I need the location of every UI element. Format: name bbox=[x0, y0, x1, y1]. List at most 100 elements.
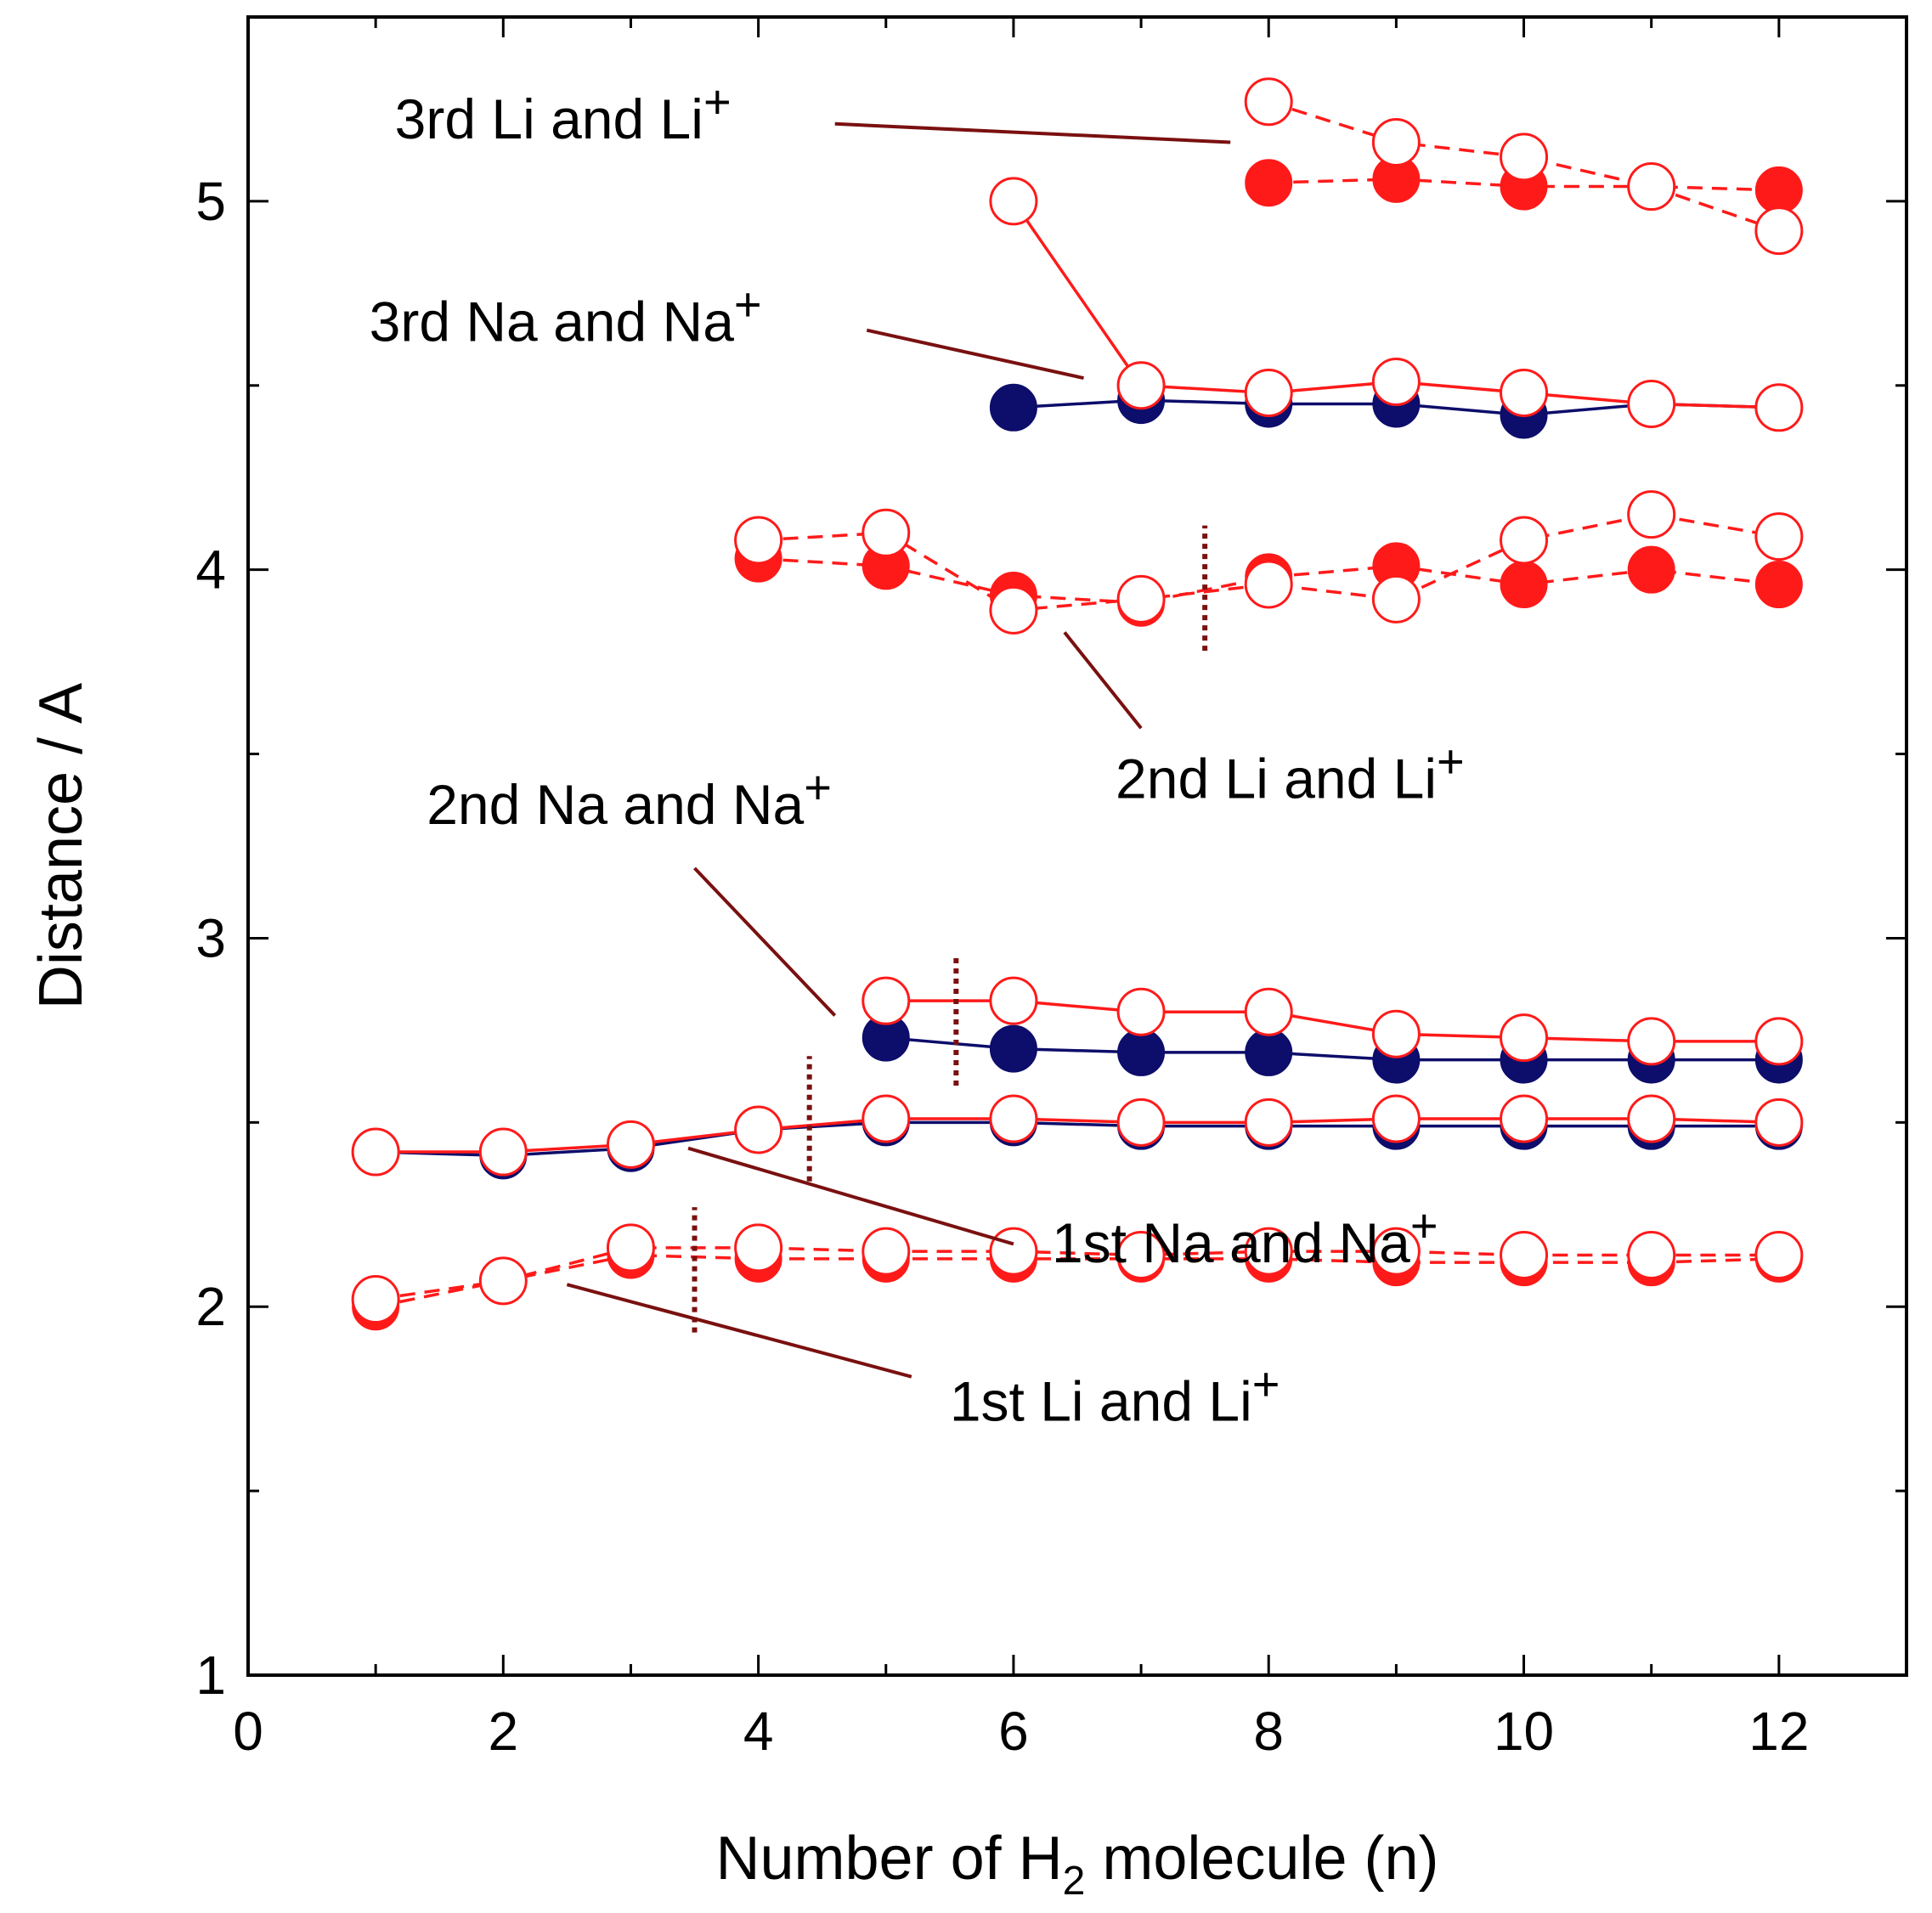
data-point-s12-5 bbox=[1754, 206, 1804, 256]
data-point-s10-7 bbox=[1500, 516, 1549, 565]
data-point-s6-5 bbox=[1500, 368, 1549, 417]
first-li-label-text: 1st Li and Li bbox=[950, 1370, 1252, 1433]
data-point-s8-6 bbox=[989, 1227, 1038, 1276]
data-point-s8-3 bbox=[606, 1223, 655, 1273]
second-li-leader bbox=[1063, 631, 1143, 730]
data-point-s4-7 bbox=[1627, 1017, 1676, 1066]
x-tick-label-8: 8 bbox=[1253, 1701, 1284, 1762]
data-point-s2-1 bbox=[351, 1127, 400, 1177]
data-point-s2-10 bbox=[1500, 1094, 1549, 1143]
data-point-s11-1 bbox=[1245, 159, 1293, 207]
third-li-label-sup: + bbox=[703, 75, 732, 128]
second-li-label: 2nd Li and Li+ bbox=[1116, 735, 1465, 810]
data-point-s8-5 bbox=[861, 1227, 911, 1276]
y-axis-title: Distance / A bbox=[27, 683, 95, 1009]
second-li-label-text: 2nd Li and Li bbox=[1116, 748, 1437, 810]
data-point-s10-3 bbox=[989, 585, 1038, 635]
data-point-s10-8 bbox=[1627, 490, 1676, 539]
second-li-label-sup: + bbox=[1437, 735, 1465, 788]
data-point-s2-3 bbox=[606, 1120, 655, 1169]
x-tick-label-4: 4 bbox=[743, 1701, 774, 1762]
data-point-s8-11 bbox=[1627, 1230, 1676, 1279]
data-point-s12-2 bbox=[1371, 117, 1421, 166]
x-axis-title: Number of H2 molecule (n) bbox=[716, 1825, 1439, 1904]
data-point-s8-12 bbox=[1754, 1230, 1804, 1279]
x-tick-label-12: 12 bbox=[1748, 1701, 1809, 1762]
data-point-s12-1 bbox=[1244, 77, 1293, 127]
data-point-s12-3 bbox=[1500, 133, 1549, 182]
data-point-s2-9 bbox=[1371, 1094, 1421, 1143]
third-li-label: 3rd Li and Li+ bbox=[395, 75, 732, 150]
data-point-s4-5 bbox=[1371, 1009, 1421, 1058]
x-tick-label-0: 0 bbox=[233, 1701, 263, 1762]
data-point-s11-5 bbox=[1754, 166, 1803, 214]
series-line-1 bbox=[376, 1120, 1779, 1158]
first-li-leader bbox=[566, 1283, 912, 1379]
y-tick-label-4: 4 bbox=[195, 539, 226, 601]
data-point-s3-4 bbox=[1245, 1028, 1293, 1076]
data-point-s10-5 bbox=[1244, 560, 1293, 609]
data-point-s3-2 bbox=[989, 1024, 1037, 1073]
data-point-s10-6 bbox=[1371, 574, 1421, 624]
first-na-label-sup: + bbox=[1410, 1199, 1438, 1252]
third-na-label: 3rd Na and Na+ bbox=[370, 278, 762, 353]
data-point-s4-4 bbox=[1244, 987, 1293, 1036]
x-axis-title-main: Number of H bbox=[716, 1825, 1063, 1893]
data-point-s2-12 bbox=[1754, 1098, 1804, 1147]
third-li-label-text: 3rd Li and Li bbox=[395, 87, 703, 150]
data-point-s6-6 bbox=[1627, 379, 1676, 428]
third-na-label-text: 3rd Na and Na bbox=[370, 291, 735, 353]
second-na-leader bbox=[693, 866, 837, 1017]
x-tick-label-10: 10 bbox=[1494, 1701, 1554, 1762]
x-tick-label-6: 6 bbox=[998, 1701, 1029, 1762]
third-na-label-sup: + bbox=[734, 278, 762, 331]
data-point-s6-4 bbox=[1371, 357, 1421, 406]
data-point-s6-3 bbox=[1244, 368, 1293, 417]
data-point-s8-9 bbox=[1371, 1227, 1421, 1276]
data-point-s2-6 bbox=[989, 1094, 1038, 1143]
first-na-label: 1st Na and Na+ bbox=[1052, 1199, 1438, 1274]
data-point-s8-7 bbox=[1116, 1230, 1166, 1279]
series-line-10 bbox=[758, 512, 1780, 612]
x-axis-title-rest: molecule (n) bbox=[1085, 1825, 1438, 1893]
data-point-s8-8 bbox=[1244, 1227, 1293, 1276]
second-na-label: 2nd Na and Na+ bbox=[427, 760, 832, 836]
data-point-s2-2 bbox=[478, 1127, 528, 1177]
data-point-s8-2 bbox=[478, 1256, 528, 1306]
data-point-s12-4 bbox=[1627, 162, 1676, 212]
data-point-s3-3 bbox=[1117, 1028, 1166, 1076]
data-point-s10-4 bbox=[1116, 574, 1166, 624]
data-point-s4-8 bbox=[1754, 1017, 1804, 1066]
y-tick-label-2: 2 bbox=[195, 1276, 226, 1337]
data-point-s10-1 bbox=[734, 516, 783, 565]
data-point-s2-5 bbox=[861, 1094, 911, 1143]
data-point-s2-7 bbox=[1116, 1098, 1166, 1147]
data-point-s6-2 bbox=[1116, 361, 1166, 410]
first-na-label-text: 1st Na and Na bbox=[1052, 1211, 1410, 1274]
series-layer bbox=[351, 77, 1804, 1331]
x-tick-label-2: 2 bbox=[489, 1701, 519, 1762]
data-point-s5-1 bbox=[989, 383, 1037, 432]
x-axis-title-subscript: 2 bbox=[1063, 1859, 1086, 1904]
data-point-s2-11 bbox=[1627, 1094, 1676, 1143]
annotation-layer: 3rd Li and Li+3rd Na and Na+2nd Li and L… bbox=[370, 75, 1465, 1433]
data-point-s9-9 bbox=[1754, 561, 1803, 609]
third-na-leader bbox=[866, 328, 1084, 381]
data-point-s9-8 bbox=[1627, 545, 1675, 594]
data-point-s10-2 bbox=[861, 508, 911, 557]
data-point-s8-1 bbox=[351, 1275, 400, 1324]
data-point-s4-1 bbox=[861, 976, 911, 1025]
data-point-s8-10 bbox=[1500, 1230, 1549, 1279]
first-li-label-sup: + bbox=[1252, 1357, 1280, 1411]
first-li-label: 1st Li and Li+ bbox=[950, 1357, 1280, 1433]
plot-frame bbox=[246, 15, 1908, 1677]
data-point-s8-4 bbox=[734, 1223, 783, 1273]
data-point-s10-9 bbox=[1754, 512, 1804, 561]
first-na-leader bbox=[687, 1146, 1014, 1246]
data-point-s4-3 bbox=[1116, 987, 1166, 1036]
data-point-s4-6 bbox=[1500, 1013, 1549, 1063]
second-na-label-text: 2nd Na and Na bbox=[427, 773, 804, 836]
y-tick-label-5: 5 bbox=[195, 171, 226, 232]
